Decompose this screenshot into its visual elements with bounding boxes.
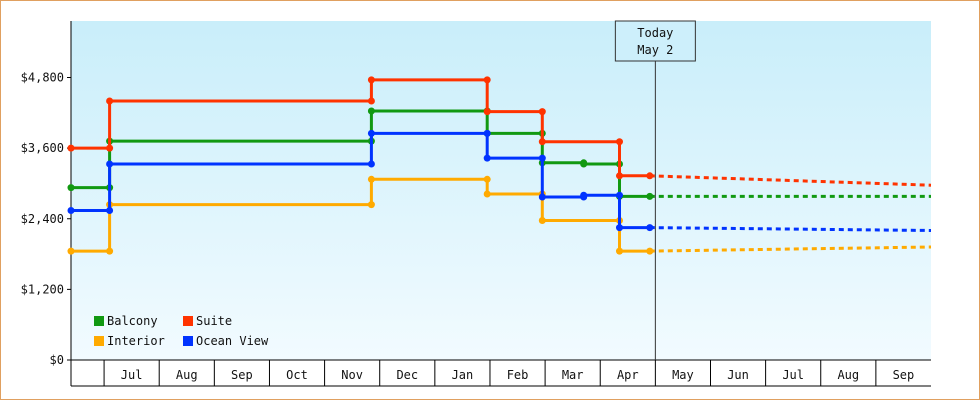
x-tick-label: Aug	[176, 368, 198, 382]
x-tick-label: Jun	[727, 368, 749, 382]
data-point	[367, 107, 375, 115]
legend-swatch	[94, 336, 104, 346]
data-point	[538, 193, 546, 201]
y-tick-label: $1,200	[21, 282, 64, 296]
data-point	[646, 224, 654, 232]
series-forecast-line	[649, 245, 932, 253]
x-tick-label: Aug	[837, 368, 859, 382]
data-point	[67, 184, 75, 192]
x-tick-label: Apr	[617, 368, 639, 382]
data-point	[367, 160, 375, 168]
data-point	[538, 217, 546, 224]
x-tick-label: Sep	[231, 368, 253, 382]
data-point	[367, 129, 375, 137]
data-point	[483, 154, 491, 162]
x-tick-label: Jul	[121, 368, 143, 382]
series-line	[71, 78, 650, 178]
data-point	[67, 144, 75, 152]
data-point	[106, 144, 114, 152]
series-ocean-view	[67, 129, 932, 232]
data-point	[580, 160, 588, 168]
series-line	[71, 131, 650, 230]
today-label-box	[614, 20, 696, 62]
legend-swatch	[183, 336, 193, 346]
legend: Balcony Suite Interior Ocean View	[94, 314, 269, 348]
y-tick-label: $2,400	[21, 212, 64, 226]
data-point	[616, 191, 623, 199]
legend-label: Interior	[107, 334, 165, 348]
legend-label: Ocean View	[196, 334, 269, 348]
data-point	[367, 201, 375, 209]
data-point	[106, 247, 114, 255]
legend-label: Suite	[196, 314, 232, 328]
series-line	[71, 109, 650, 198]
data-point	[367, 97, 375, 105]
data-point	[67, 247, 75, 255]
plot-background	[71, 21, 931, 360]
data-point	[538, 154, 546, 162]
legend-swatch	[94, 316, 104, 326]
today-label-line1: Today	[637, 26, 673, 40]
data-point	[646, 247, 654, 255]
data-point	[646, 172, 654, 180]
series-suite	[67, 76, 932, 187]
data-point	[616, 172, 623, 180]
series-forecast-line	[649, 226, 932, 232]
x-tick-label: Sep	[893, 368, 915, 382]
data-point	[67, 207, 75, 214]
x-tick-label: May	[672, 368, 694, 382]
y-tick-label: $4,800	[21, 71, 64, 85]
data-point	[483, 76, 491, 84]
data-point	[538, 138, 546, 146]
data-point	[106, 160, 114, 168]
x-tick-label: Jan	[452, 368, 474, 382]
data-point	[367, 76, 375, 84]
x-tick-label: Oct	[286, 368, 308, 382]
data-point	[538, 108, 546, 116]
data-point	[616, 224, 623, 232]
x-tick-label: Nov	[341, 368, 363, 382]
data-point	[483, 129, 491, 137]
data-point	[580, 191, 588, 199]
series-forecast-line	[649, 174, 932, 187]
today-label-line2: May 2	[637, 43, 673, 57]
x-tick-label: Dec	[396, 368, 418, 382]
x-tick-label: Feb	[507, 368, 529, 382]
data-point	[616, 247, 623, 255]
x-tick-label: Jul	[782, 368, 804, 382]
legend-label: Balcony	[107, 314, 158, 328]
data-point	[106, 97, 114, 105]
y-tick-label: $3,600	[21, 141, 64, 155]
data-point	[483, 190, 491, 198]
data-point	[367, 175, 375, 183]
data-point	[483, 108, 491, 116]
data-point	[106, 207, 114, 214]
x-tick-label: Mar	[562, 368, 584, 382]
legend-swatch	[183, 316, 193, 326]
data-point	[616, 138, 623, 146]
data-point	[483, 175, 491, 183]
data-point	[646, 192, 654, 200]
y-tick-label: $0	[50, 353, 64, 367]
